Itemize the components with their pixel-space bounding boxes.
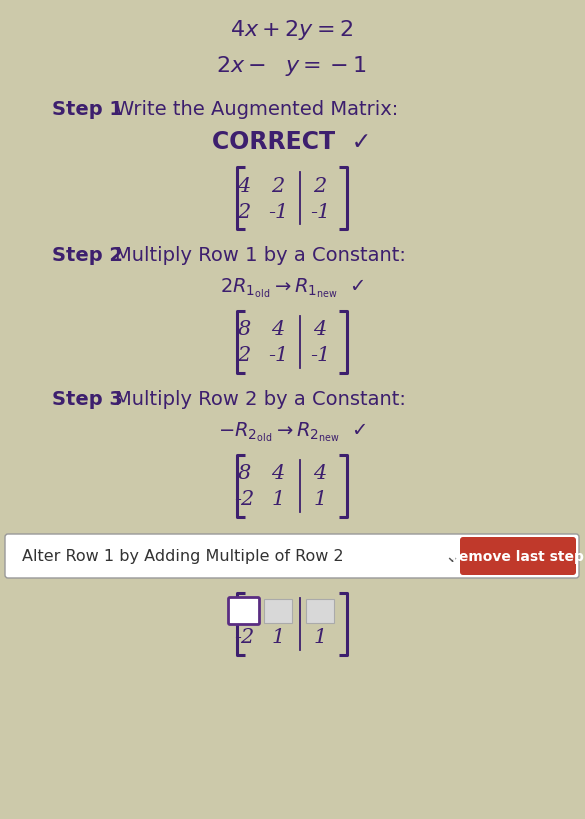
Text: $2x-\ \ y = -1$: $2x-\ \ y = -1$ (216, 54, 367, 78)
Text: 4: 4 (271, 320, 285, 339)
Bar (264, 600, 292, 623)
Text: -2: -2 (234, 490, 254, 509)
Text: 4: 4 (314, 320, 326, 339)
Text: -1: -1 (268, 202, 288, 221)
Text: 8: 8 (238, 464, 250, 483)
FancyBboxPatch shape (460, 537, 576, 575)
Text: CORRECT  ✓: CORRECT ✓ (212, 130, 371, 154)
Text: 4: 4 (271, 464, 285, 483)
Text: -2: -2 (234, 627, 254, 647)
Text: 1: 1 (271, 490, 285, 509)
Text: 1: 1 (314, 627, 326, 647)
FancyBboxPatch shape (229, 598, 260, 625)
Text: Step 3: Step 3 (52, 390, 123, 409)
Text: Write the Augmented Matrix:: Write the Augmented Matrix: (115, 100, 398, 119)
Bar (306, 600, 334, 623)
Text: remove last step: remove last step (452, 550, 584, 563)
Text: Multiply Row 1 by a Constant:: Multiply Row 1 by a Constant: (115, 246, 406, 265)
Text: Alter Row 1 by Adding Multiple of Row 2: Alter Row 1 by Adding Multiple of Row 2 (22, 549, 343, 563)
Text: 4: 4 (238, 176, 250, 195)
Text: $4x+2y = 2$: $4x+2y = 2$ (230, 18, 353, 42)
Text: 2: 2 (238, 346, 250, 365)
Text: 1: 1 (271, 627, 285, 647)
Text: 2: 2 (238, 202, 250, 221)
Text: 4: 4 (314, 464, 326, 483)
Text: 2: 2 (271, 176, 285, 195)
Text: Step 1: Step 1 (52, 100, 123, 119)
FancyBboxPatch shape (5, 534, 579, 578)
Text: 8: 8 (238, 320, 250, 339)
Text: $2R_{1_\mathrm{old}} \rightarrow R_{1_\mathrm{new}}$  $\checkmark$: $2R_{1_\mathrm{old}} \rightarrow R_{1_\m… (219, 276, 364, 299)
Text: Step 2: Step 2 (52, 246, 123, 265)
Text: -1: -1 (310, 346, 330, 365)
Text: Multiply Row 2 by a Constant:: Multiply Row 2 by a Constant: (115, 390, 406, 409)
Text: 2: 2 (314, 176, 326, 195)
Text: 1: 1 (314, 490, 326, 509)
Text: -1: -1 (310, 202, 330, 221)
Text: -1: -1 (268, 346, 288, 365)
Text: $-R_{2_\mathrm{old}} \rightarrow R_{2_\mathrm{new}}$  $\checkmark$: $-R_{2_\mathrm{old}} \rightarrow R_{2_\m… (218, 419, 366, 443)
Text: ⌄: ⌄ (445, 547, 460, 565)
